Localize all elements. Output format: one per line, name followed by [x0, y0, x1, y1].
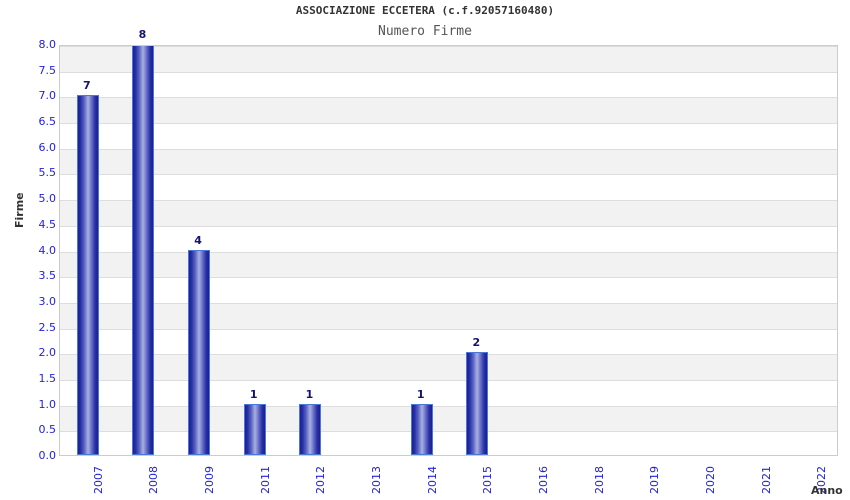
- bar[interactable]: [299, 403, 322, 455]
- bar[interactable]: [410, 403, 433, 455]
- y-tick-label: 3.5: [38, 269, 57, 283]
- grid-band: [60, 46, 837, 72]
- gridline: [60, 225, 837, 227]
- y-tick-label: 0.5: [38, 423, 57, 437]
- bar-value-label: 1: [416, 387, 425, 401]
- y-tick-label: 8.0: [38, 38, 57, 51]
- bar-value-label: 7: [82, 79, 91, 93]
- plot-area: [59, 45, 838, 456]
- gridline: [60, 379, 837, 381]
- gridline: [60, 277, 837, 279]
- x-axis-ticks: 2007 2008 2009 2011 2012 2013 2014 2015 2016 2018…: [59, 458, 838, 500]
- x-tick-label: 2014: [425, 466, 439, 494]
- bar-value-label: 4: [194, 233, 202, 247]
- x-tick-label: 2008: [147, 466, 161, 494]
- x-tick-label: 2007: [91, 466, 105, 494]
- y-tick-label: 7.0: [38, 89, 57, 103]
- y-tick-label: 7.5: [38, 63, 57, 77]
- bar-value-label: 8: [138, 28, 147, 41]
- gridline: [60, 405, 837, 407]
- y-axis-ticks: 0.0 0.5 1.0 1.5 2.0 2.5 3.0 3.5 4.0 4.5 5.0 5.5 6.0 6…: [0, 38, 57, 462]
- x-tick-label: 2009: [203, 466, 217, 494]
- gridline: [60, 123, 837, 125]
- x-tick-label: 2012: [314, 466, 328, 494]
- y-tick-label: 6.0: [38, 140, 57, 154]
- bar[interactable]: [132, 46, 155, 455]
- grid-band: [60, 251, 837, 278]
- gridline: [60, 200, 837, 202]
- y-tick-label: 5.0: [38, 192, 57, 206]
- y-tick-label: 6.5: [38, 115, 57, 129]
- y-tick-label: 2.5: [38, 320, 57, 334]
- x-tick-label: 2021: [759, 466, 773, 494]
- gridline: [60, 354, 837, 356]
- grid-band: [60, 405, 837, 432]
- gridline: [60, 302, 837, 304]
- bar[interactable]: [466, 352, 489, 455]
- x-axis-title: Anno: [811, 484, 843, 497]
- x-tick-label: 2019: [648, 466, 662, 494]
- y-tick-label: 2.0: [38, 346, 57, 360]
- gridline: [60, 71, 837, 73]
- x-tick-label: 2018: [592, 466, 606, 494]
- gridline: [60, 174, 837, 176]
- bar[interactable]: [76, 95, 99, 455]
- gridline: [60, 251, 837, 253]
- grid-band: [60, 354, 837, 380]
- bar-value-label: 1: [305, 387, 314, 401]
- bar[interactable]: [188, 249, 211, 455]
- gridline: [60, 148, 837, 150]
- chart-subtitle: Numero Firme: [378, 24, 472, 39]
- gridline: [60, 46, 837, 47]
- gridline: [60, 328, 837, 330]
- y-tick-label: 1.0: [38, 397, 57, 411]
- chart-title: ASSOCIAZIONE ECCETERA (c.f.92057160480): [295, 4, 555, 17]
- y-tick-label: 4.0: [38, 243, 57, 257]
- y-tick-label: 3.0: [38, 294, 57, 308]
- x-tick-label: 2016: [536, 466, 550, 494]
- y-tick-label: 5.5: [38, 166, 57, 180]
- x-tick-label: 2020: [703, 466, 717, 494]
- y-tick-label: 4.5: [38, 217, 57, 231]
- grid-band: [60, 302, 837, 329]
- grid-band: [60, 97, 837, 124]
- y-axis-title: Firme: [13, 192, 26, 228]
- y-tick-label: 0.0: [38, 449, 57, 462]
- grid-band: [60, 200, 837, 226]
- bar[interactable]: [243, 403, 266, 455]
- bar-value-label: 2: [472, 336, 481, 350]
- x-tick-label: 2015: [481, 466, 495, 494]
- y-tick-label: 1.5: [38, 371, 57, 385]
- grid-band: [60, 148, 837, 175]
- bar-value-label: 1: [249, 387, 258, 401]
- x-tick-label: 2013: [370, 466, 384, 494]
- gridline: [60, 431, 837, 433]
- gridline: [60, 97, 837, 99]
- x-tick-label: 2011: [258, 466, 272, 494]
